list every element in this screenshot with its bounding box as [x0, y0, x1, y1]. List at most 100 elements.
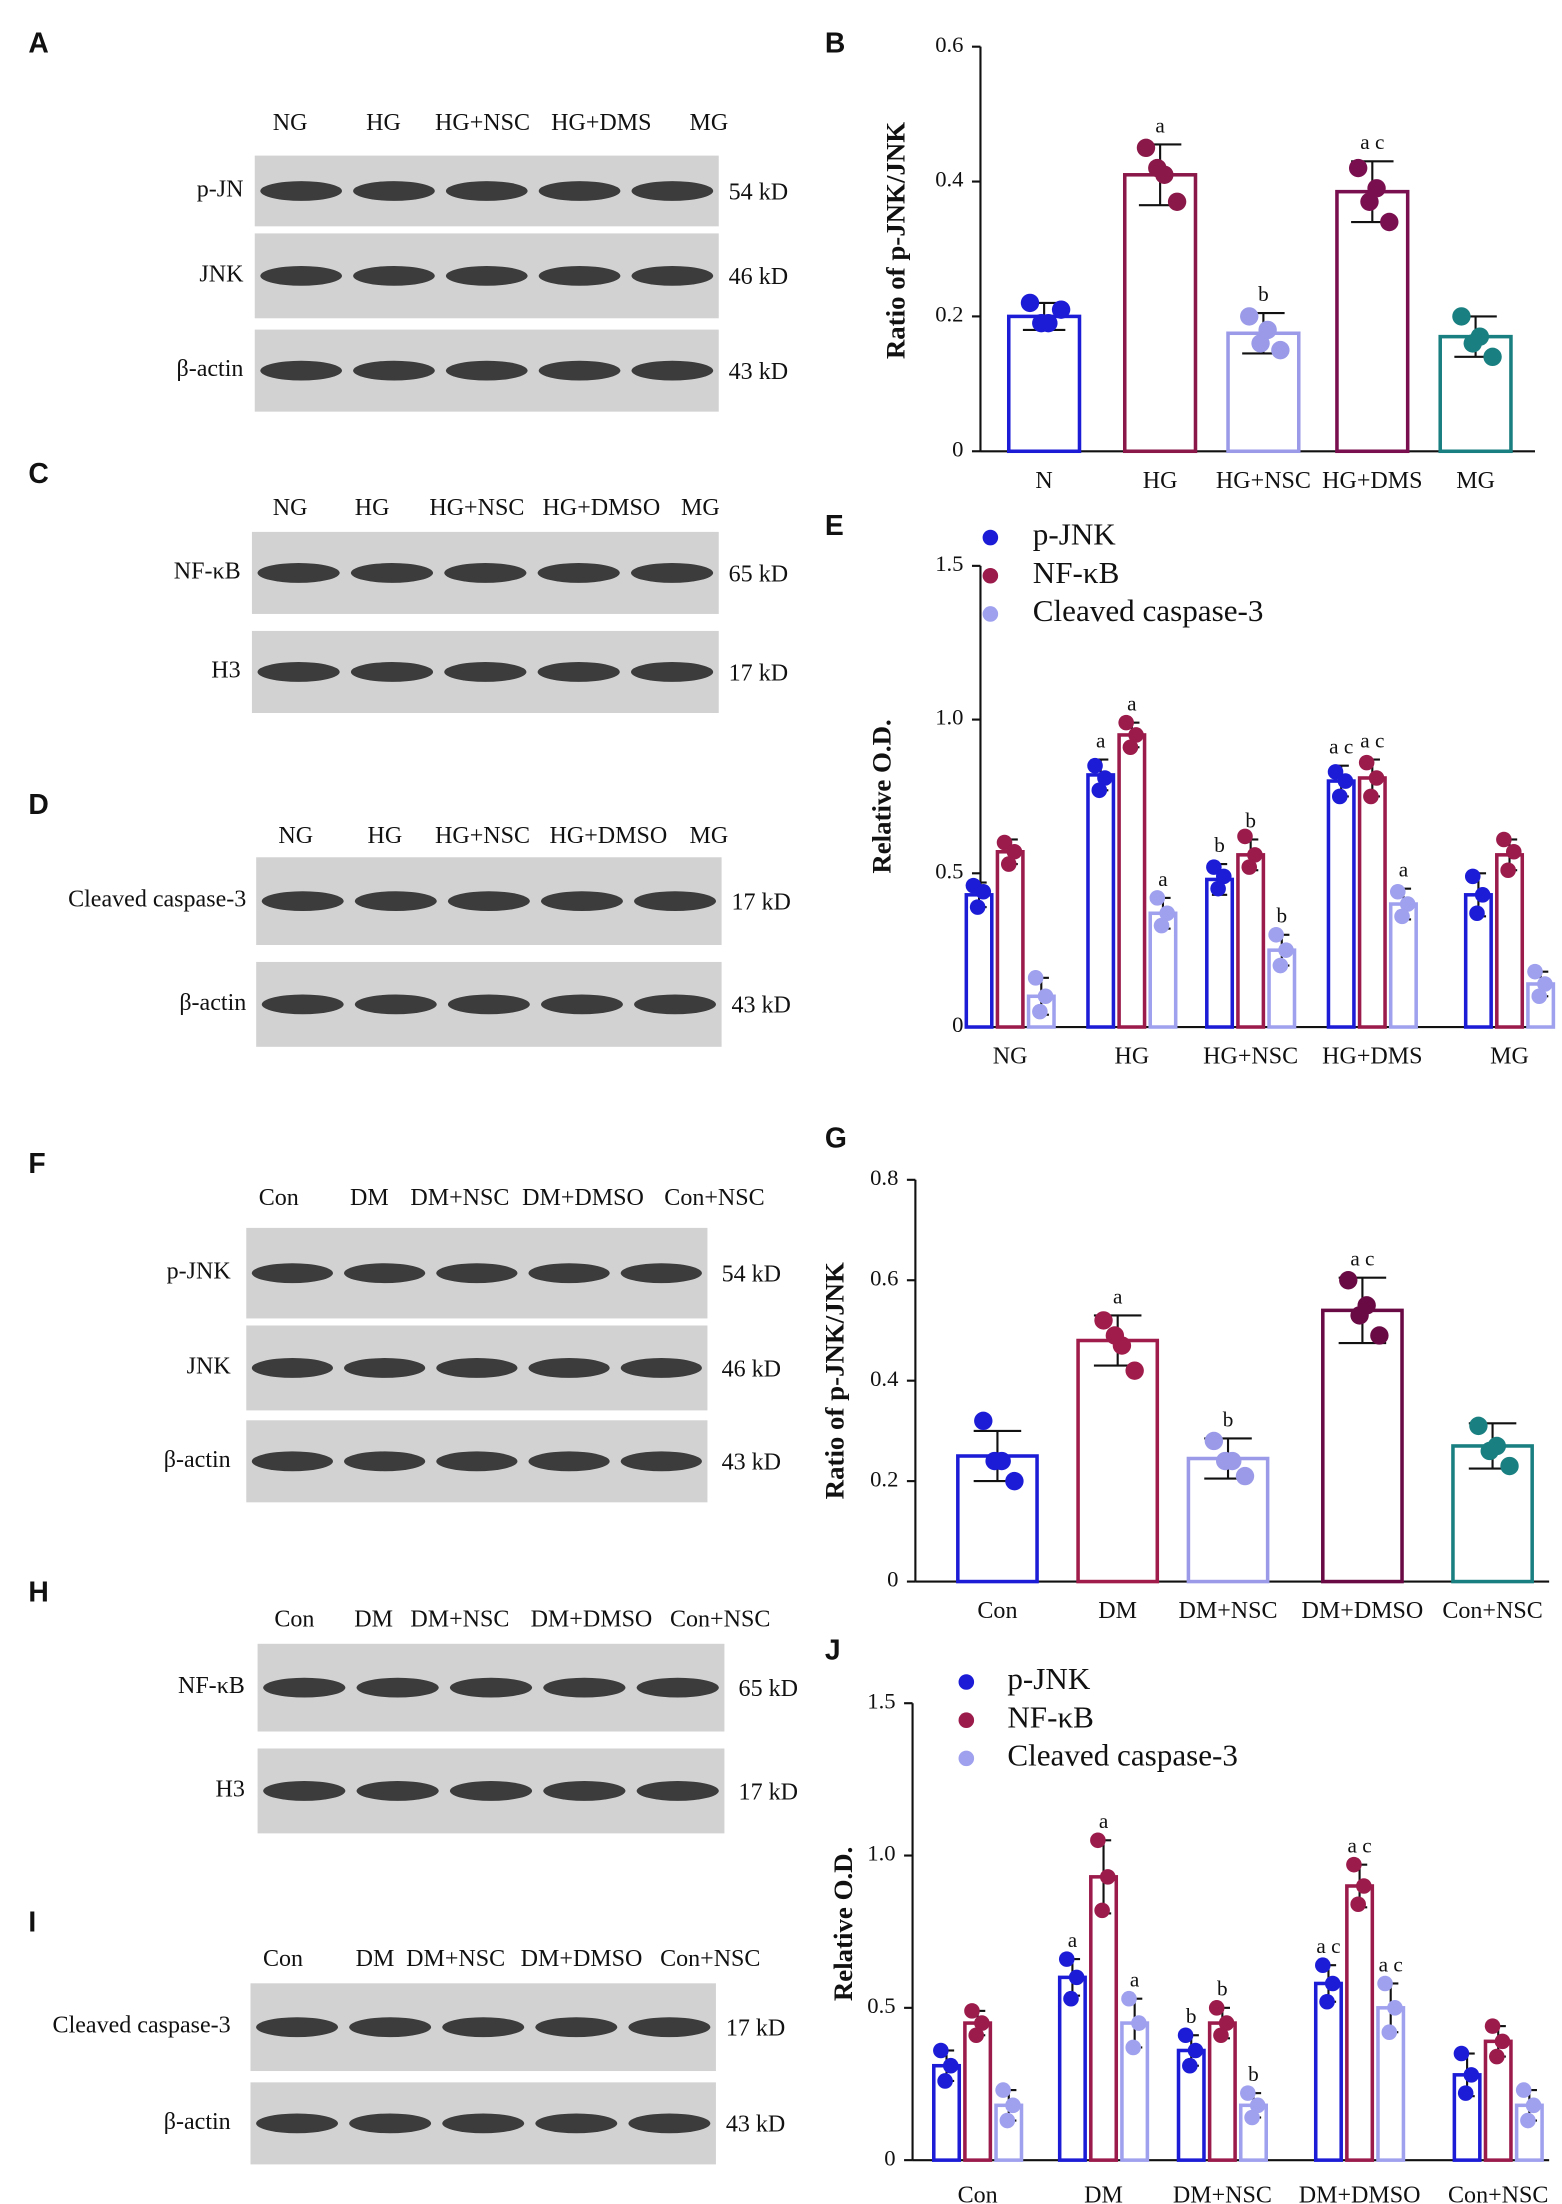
size-label: 65 kD	[739, 1676, 798, 1702]
protein-label: JNK	[199, 261, 244, 287]
size-label: 17 kD	[729, 660, 788, 686]
lane-label: HG+DMS	[551, 110, 651, 136]
annotation: a c	[1348, 1834, 1372, 1858]
size-label: 17 kD	[739, 1779, 798, 1805]
data-point	[1063, 1990, 1079, 2007]
blot-band	[634, 994, 717, 1015]
blot-band	[256, 2017, 339, 2038]
blot-band	[541, 891, 623, 912]
blot-band	[350, 563, 434, 583]
y-axis-label: Ratio of p-JNK/JNK	[881, 122, 911, 359]
protein-label: Cleaved caspase-3	[53, 2013, 231, 2039]
annotation: a	[1155, 113, 1165, 137]
lane-label: DM+NSC	[410, 1607, 509, 1633]
y-axis-label: Relative O.D.	[866, 719, 896, 873]
lane-label: DM+NSC	[406, 1946, 505, 1972]
annotation: a	[1099, 1809, 1109, 1833]
legend-label: NF-κB	[1007, 1699, 1094, 1734]
x-tick-label: HG+NSC	[1216, 468, 1311, 494]
protein-label: NF-κB	[178, 1673, 245, 1699]
blot-band	[353, 181, 435, 201]
data-point	[995, 2082, 1011, 2098]
data-point	[1100, 1869, 1116, 1885]
y-tick-label: 0.5	[867, 1993, 895, 2018]
protein-label: β-actin	[164, 2109, 231, 2135]
data-point	[1319, 1993, 1335, 2010]
data-point	[1213, 2027, 1229, 2044]
data-point	[1381, 2024, 1398, 2040]
data-point	[1208, 2000, 1225, 2016]
data-point	[1037, 988, 1054, 1005]
lane-label: DM+DMSO	[531, 1607, 653, 1633]
size-label: 43 kD	[726, 2112, 785, 2138]
data-point	[1377, 1975, 1393, 1992]
data-point	[1249, 2097, 1266, 2114]
blot-band	[344, 1263, 426, 1284]
size-label: 54 kD	[729, 179, 788, 205]
blot-band	[528, 1451, 610, 1472]
data-point	[975, 883, 992, 900]
annotation: a c	[1329, 735, 1353, 759]
data-point	[1128, 727, 1144, 743]
annotation: b	[1223, 1407, 1234, 1431]
bar	[1313, 1981, 1343, 2162]
blot-band	[261, 994, 344, 1015]
bar	[1122, 173, 1198, 454]
data-point	[1469, 905, 1485, 922]
y-tick-label: 1.5	[935, 551, 963, 576]
data-point	[1268, 927, 1284, 943]
data-point	[1337, 773, 1354, 789]
blot-band	[256, 2113, 339, 2134]
data-point	[1483, 347, 1502, 367]
data-point	[1500, 1456, 1519, 1476]
x-tick-label: N	[1035, 468, 1052, 494]
bar	[1345, 1884, 1375, 2162]
blot-band	[257, 662, 340, 682]
lane-label: DM	[350, 1185, 389, 1211]
data-point	[1182, 2057, 1198, 2074]
lane-label: HG+NSC	[429, 495, 524, 521]
blot-band	[444, 662, 527, 682]
blot-band	[251, 1358, 333, 1378]
blot-band	[436, 1358, 518, 1378]
bar	[1388, 902, 1418, 1029]
x-tick-label: NG	[993, 1044, 1028, 1070]
annotation: a c	[1360, 728, 1384, 752]
data-point	[1327, 764, 1344, 780]
data-point	[1091, 782, 1108, 799]
blot-band	[436, 1263, 518, 1284]
y-tick-label: 0.2	[870, 1466, 898, 1491]
blot-band	[261, 891, 344, 912]
panel-label: B	[825, 27, 845, 59]
size-label: 43 kD	[722, 1450, 781, 1476]
blot-band	[620, 1451, 702, 1472]
data-point	[996, 834, 1013, 851]
data-point	[1241, 859, 1258, 875]
y-tick-label: 1.0	[935, 705, 963, 730]
data-point	[1216, 1451, 1235, 1471]
y-tick-label: 0.6	[870, 1265, 898, 1290]
data-point	[933, 2042, 949, 2059]
blot-band	[447, 994, 530, 1015]
data-point	[1131, 2015, 1147, 2031]
data-point	[1368, 770, 1385, 786]
lane-label: MG	[689, 110, 728, 136]
legend-marker	[958, 1750, 975, 1767]
protein-label: β-actin	[177, 356, 244, 382]
data-point	[1527, 963, 1543, 980]
data-point	[1367, 179, 1386, 198]
data-point	[1240, 307, 1259, 326]
bar	[1326, 779, 1356, 1029]
blot-band	[538, 181, 621, 201]
lane-label: HG	[355, 495, 390, 521]
panel-label: C	[28, 457, 48, 489]
bar	[1006, 314, 1082, 454]
data-point	[1087, 757, 1103, 774]
legend-label: NF-κB	[1033, 555, 1120, 590]
bar	[1236, 853, 1266, 1029]
size-label: 17 kD	[731, 889, 790, 915]
data-point	[1474, 887, 1491, 903]
legend-label: p-JNK	[1007, 1661, 1090, 1696]
